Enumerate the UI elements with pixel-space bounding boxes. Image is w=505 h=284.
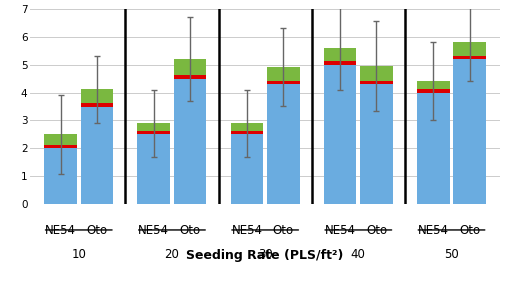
Bar: [417, 89, 449, 93]
Bar: [174, 75, 207, 78]
Bar: [174, 78, 207, 204]
Text: NE54: NE54: [418, 224, 449, 237]
Bar: [174, 59, 207, 75]
Bar: [360, 66, 393, 81]
Bar: [44, 135, 77, 145]
Text: Oto: Oto: [273, 224, 294, 237]
Text: NE54: NE54: [325, 224, 356, 237]
Bar: [453, 56, 486, 59]
Bar: [231, 123, 263, 131]
Bar: [360, 84, 393, 204]
Bar: [137, 135, 170, 204]
Text: NE54: NE54: [231, 224, 263, 237]
Text: NE54: NE54: [45, 224, 76, 237]
Text: Oto: Oto: [86, 224, 108, 237]
Text: Oto: Oto: [366, 224, 387, 237]
Bar: [453, 41, 486, 56]
Bar: [231, 131, 263, 135]
Bar: [360, 81, 393, 84]
Text: 30: 30: [258, 248, 273, 261]
Text: Oto: Oto: [180, 224, 200, 237]
Text: 50: 50: [444, 248, 459, 261]
Bar: [81, 106, 113, 204]
Bar: [267, 67, 299, 81]
Bar: [417, 93, 449, 204]
Text: 10: 10: [71, 248, 86, 261]
Bar: [453, 59, 486, 204]
Bar: [324, 48, 357, 61]
Text: 20: 20: [165, 248, 179, 261]
Bar: [417, 81, 449, 89]
Bar: [324, 64, 357, 204]
Bar: [267, 81, 299, 84]
Bar: [44, 145, 77, 149]
Text: Oto: Oto: [459, 224, 480, 237]
Bar: [267, 84, 299, 204]
Bar: [137, 131, 170, 135]
Text: 40: 40: [351, 248, 366, 261]
Bar: [324, 61, 357, 64]
Bar: [137, 123, 170, 131]
Bar: [81, 89, 113, 103]
X-axis label: Seeding Rate (PLS/ft²): Seeding Rate (PLS/ft²): [186, 249, 344, 262]
Text: NE54: NE54: [138, 224, 169, 237]
Bar: [44, 149, 77, 204]
Bar: [231, 135, 263, 204]
Bar: [81, 103, 113, 106]
